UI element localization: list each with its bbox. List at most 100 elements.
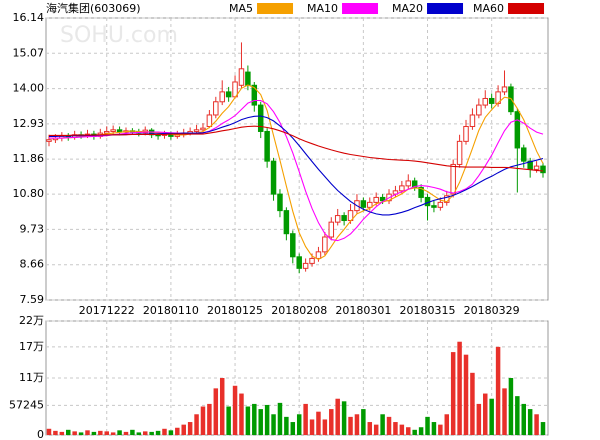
candle-body xyxy=(277,193,283,212)
volume-bar xyxy=(149,431,154,435)
candle-body xyxy=(540,165,546,174)
volume-bar xyxy=(264,404,270,435)
volume-bar xyxy=(406,427,411,435)
volume-bar xyxy=(373,424,379,435)
legend-label: MA5 xyxy=(229,2,253,15)
volume-bar xyxy=(187,422,193,435)
candle-body xyxy=(200,127,206,131)
watermark: SOHU.com xyxy=(60,23,178,48)
volume-bar xyxy=(53,430,58,435)
volume-bar xyxy=(46,428,52,435)
x-tick-label: 20180315 xyxy=(400,304,456,317)
volume-bar xyxy=(322,419,328,435)
volume-bar xyxy=(130,429,135,435)
volume-bar xyxy=(252,403,257,435)
candle-body xyxy=(103,130,110,134)
volume-bar xyxy=(335,398,340,435)
candle-body xyxy=(437,201,444,208)
candle-body xyxy=(341,215,347,222)
ma-line xyxy=(49,84,544,261)
candle-body xyxy=(206,114,213,128)
volume-bar xyxy=(367,422,373,435)
candle-body xyxy=(476,104,482,116)
y-tick-label: 10.80 xyxy=(13,187,45,200)
candle-body xyxy=(309,257,315,264)
candle-body xyxy=(463,126,469,142)
candle-body xyxy=(328,221,335,238)
volume-bar xyxy=(104,431,109,435)
candle-body xyxy=(533,165,540,170)
candle-body xyxy=(257,104,264,132)
volume-bar xyxy=(245,406,251,435)
legend-swatch xyxy=(257,3,294,14)
legend-swatch xyxy=(342,3,379,14)
volume-bar xyxy=(450,352,456,435)
candle-body xyxy=(360,200,367,208)
volume-bar xyxy=(219,378,225,435)
volume-bar xyxy=(200,406,206,435)
volume-bar xyxy=(136,432,142,435)
volume-bar xyxy=(309,419,315,435)
volume-bar xyxy=(361,409,366,435)
ma-line xyxy=(49,115,544,216)
volume-bar xyxy=(290,422,296,435)
volume-bar xyxy=(271,414,276,435)
volume-bar xyxy=(341,401,347,435)
volume-bar xyxy=(380,414,385,435)
candle-body xyxy=(225,91,232,98)
candle-body xyxy=(322,236,328,253)
y-tick-label: 12.93 xyxy=(13,117,45,130)
y-tick-label: 15.07 xyxy=(13,46,45,59)
candle-body xyxy=(270,160,277,195)
candle-body xyxy=(367,201,373,208)
volume-bar xyxy=(425,416,430,435)
volume-bar xyxy=(110,432,116,435)
y-tick-label: 7.59 xyxy=(20,293,45,306)
volume-bar xyxy=(476,403,482,435)
candle-body xyxy=(193,129,200,132)
volume-bar xyxy=(444,414,450,435)
volume-bar xyxy=(438,424,443,435)
legend-label: MA10 xyxy=(307,2,338,15)
ma-line xyxy=(49,99,544,242)
volume-bar xyxy=(123,431,129,435)
candle-body xyxy=(315,251,322,259)
volume-bar xyxy=(284,416,289,435)
volume-bar xyxy=(329,409,334,435)
candle-body xyxy=(450,163,456,195)
x-tick-label: 20180329 xyxy=(464,304,520,317)
volume-bar xyxy=(515,396,520,435)
volume-bar xyxy=(534,414,539,435)
candle-body xyxy=(302,262,309,269)
volume-bar xyxy=(213,388,219,435)
candle-body xyxy=(213,101,219,116)
volume-bar xyxy=(527,409,533,435)
volume-bar xyxy=(508,378,514,435)
candle-body xyxy=(501,86,508,93)
volume-bar xyxy=(175,427,180,435)
candle-body xyxy=(418,187,424,198)
candle-body xyxy=(431,205,437,208)
x-tick-label: 20180110 xyxy=(143,304,199,317)
candle-body xyxy=(110,129,116,132)
volume-bar xyxy=(521,403,526,435)
volume-bar xyxy=(85,430,90,435)
volume-bar xyxy=(258,409,263,435)
candle-body xyxy=(245,71,251,86)
x-tick-label: 20180301 xyxy=(335,304,391,317)
candle-body xyxy=(219,91,225,103)
x-tick-label: 20171222 xyxy=(79,304,135,317)
volume-bar xyxy=(483,393,488,435)
candle-body xyxy=(405,180,412,187)
candle-body xyxy=(379,196,386,202)
candle-body xyxy=(482,97,489,106)
ma-line xyxy=(49,125,544,172)
volume-bar xyxy=(232,385,238,435)
candle-body xyxy=(334,215,341,223)
legend-swatch xyxy=(427,3,464,14)
candle-body xyxy=(514,111,521,149)
candle-body xyxy=(251,84,258,106)
legend-label: MA20 xyxy=(392,2,423,15)
volume-bar xyxy=(303,403,308,435)
